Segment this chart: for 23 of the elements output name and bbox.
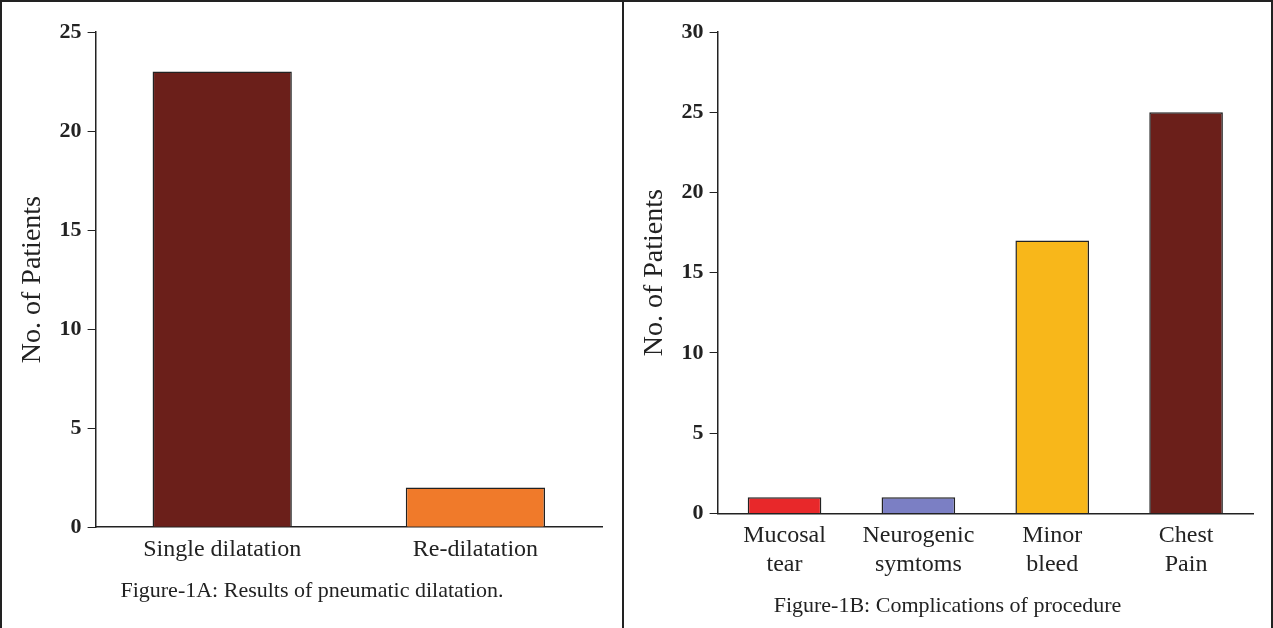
y-tick-label: 20 [59, 116, 82, 142]
y-tick-label: 5 [70, 413, 82, 439]
y-tick-label: 30 [681, 17, 704, 43]
y-tick-label: 20 [681, 178, 704, 204]
x-tick-label: Re-dilatation [412, 534, 539, 561]
x-tick-label: Chest Pain [1158, 521, 1214, 576]
y-tick-label: 25 [59, 17, 82, 43]
y-tick-label: 10 [59, 314, 82, 340]
y-axis-title: No. of Patients [15, 195, 47, 364]
y-tick-label: 15 [59, 215, 82, 241]
x-tick-label: Minor bleed [1022, 521, 1083, 576]
y-axis-title: No. of Patients [637, 189, 669, 357]
text: Figure-1A: Results of pneumatic dilatation. [119, 577, 505, 603]
x-tick-label: Neurogenic symtoms [862, 521, 975, 576]
y-tick-label: 0 [70, 512, 82, 538]
y-tick-label: 10 [681, 338, 704, 364]
y-tick-label: 25 [681, 97, 704, 123]
y-tick-label: 15 [681, 258, 704, 284]
x-tick-label: Mucosal tear [743, 521, 827, 576]
y-tick-label: 0 [692, 499, 704, 525]
y-tick-label: 5 [692, 418, 704, 444]
x-tick-label: Single dilatation [143, 534, 302, 561]
text: Figure-1B: Complications of procedure [772, 592, 1123, 618]
